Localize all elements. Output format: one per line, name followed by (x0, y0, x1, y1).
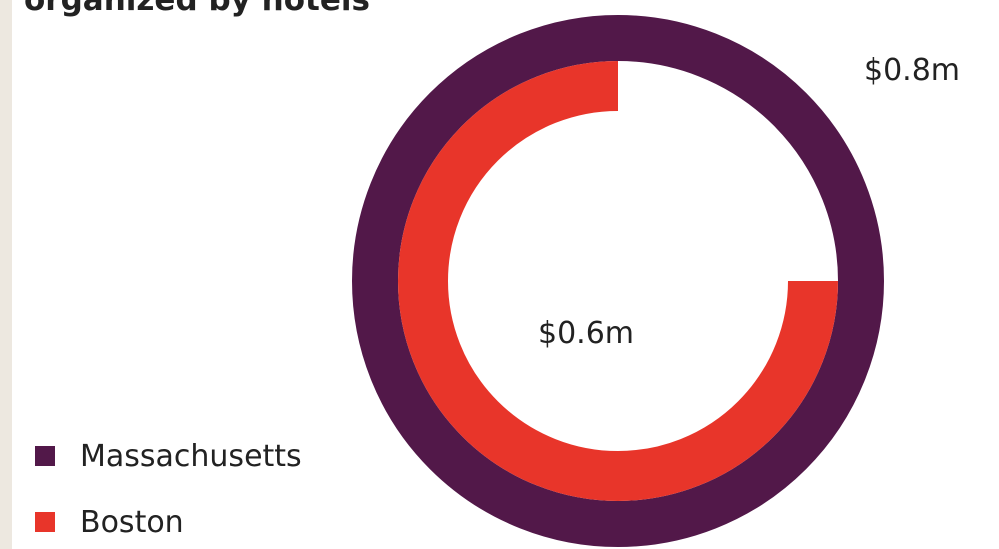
value-label: $0.8m (864, 53, 960, 88)
legend-swatch (35, 446, 55, 466)
legend-label: Massachusetts (80, 439, 302, 474)
side-strip (0, 0, 12, 549)
ring-arc (398, 61, 838, 501)
chart-title: organized by hotels (24, 0, 370, 18)
value-label: $0.6m (538, 316, 634, 351)
legend-label: Boston (80, 505, 184, 540)
legend-swatch (35, 512, 55, 532)
ring (352, 15, 884, 547)
